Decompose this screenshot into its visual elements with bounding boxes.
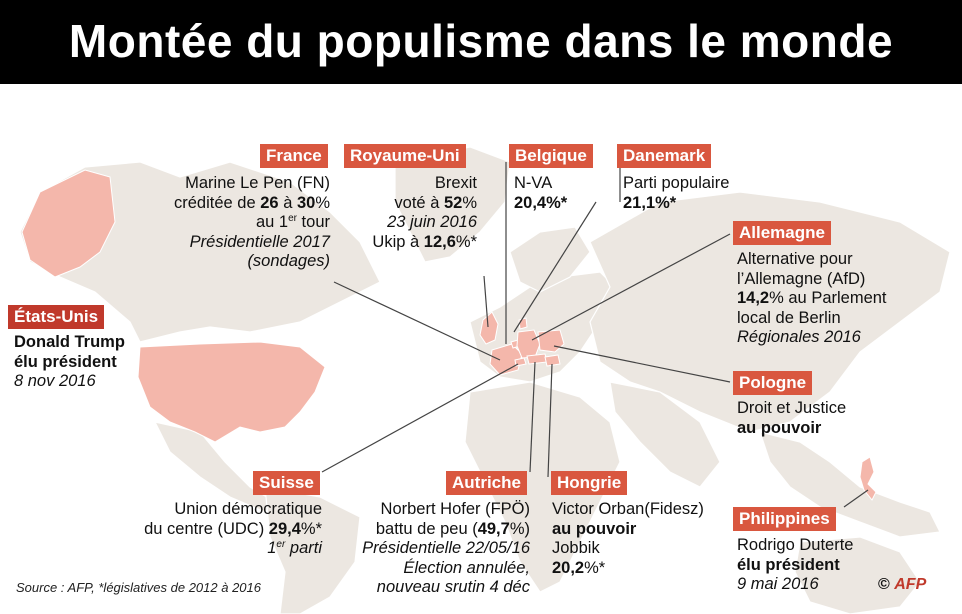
label-poland: Pologne — [733, 371, 813, 395]
leader-hungary — [547, 363, 553, 478]
text-germany: Alternative pour l’Allemagne (AfD) 14,2%… — [737, 250, 887, 346]
land-greenland — [394, 146, 511, 263]
world-map — [19, 146, 951, 614]
title-bar: Montée du populisme dans le monde — [0, 0, 962, 84]
highlight-uk — [479, 311, 499, 345]
copyright-symbol: © — [878, 576, 890, 593]
afp-logo: AFP — [894, 576, 927, 593]
leader-uk — [483, 275, 489, 328]
text-philippines: Rodrigo Duterte élu président 9 mai 2016 — [737, 536, 854, 593]
leader-poland — [553, 345, 731, 383]
leader-germany — [531, 233, 731, 341]
text-switzerland: Union démocratique du centre (UDC) 29,4%… — [144, 500, 322, 557]
text-uk: Brexit voté à 52% 23 juin 2016 Ukip à 12… — [372, 174, 477, 251]
leader-austria — [529, 361, 536, 473]
label-germany: Allemagne — [733, 221, 831, 245]
highlight-austria — [526, 353, 548, 365]
source-note: Source : AFP, *législatives de 2012 à 20… — [16, 580, 261, 595]
label-philippines: Philippines — [733, 507, 836, 531]
leader-france — [333, 281, 501, 361]
leader-belgium-diag — [513, 201, 597, 333]
label-switzerland: Suisse — [253, 471, 320, 495]
label-usa: États-Unis — [8, 305, 105, 329]
page-title: Montée du populisme dans le monde — [68, 15, 894, 67]
text-hungary: Victor Orban(Fidesz) au pouvoir Jobbik 2… — [552, 500, 704, 577]
label-belgium: Belgique — [509, 144, 593, 168]
text-poland: Droit et Justice au pouvoir — [737, 399, 847, 437]
highlight-usa — [137, 341, 326, 443]
highlight-denmark — [518, 317, 528, 330]
text-france: Marine Le Pen (FN) créditée de 26 à 30% … — [174, 174, 330, 270]
label-austria: Autriche — [446, 471, 527, 495]
highlight-philippines — [859, 456, 877, 501]
text-belgium: N-VA 20,4%* — [514, 174, 568, 212]
label-uk: Royaume-Uni — [344, 144, 466, 168]
land-australia — [794, 536, 921, 614]
highlight-alaska — [21, 169, 116, 278]
text-austria: Norbert Hofer (FPÖ) battu de peu (49,7%)… — [362, 500, 530, 596]
land-middle-east — [609, 381, 721, 488]
text-usa: Donald Trump élu président 8 nov 2016 — [14, 333, 125, 390]
land-southeast-asia — [759, 431, 941, 538]
label-france: France — [260, 144, 328, 168]
highlight-hungary — [544, 354, 561, 367]
leader-switzerland — [321, 363, 519, 473]
label-hungary: Hongrie — [551, 471, 628, 495]
text-denmark: Parti populaire 21,1%* — [623, 174, 730, 212]
leader-philippines — [843, 489, 869, 508]
land-south-america — [264, 486, 361, 614]
label-denmark: Danemark — [617, 144, 712, 168]
credit: © AFP — [878, 576, 926, 594]
